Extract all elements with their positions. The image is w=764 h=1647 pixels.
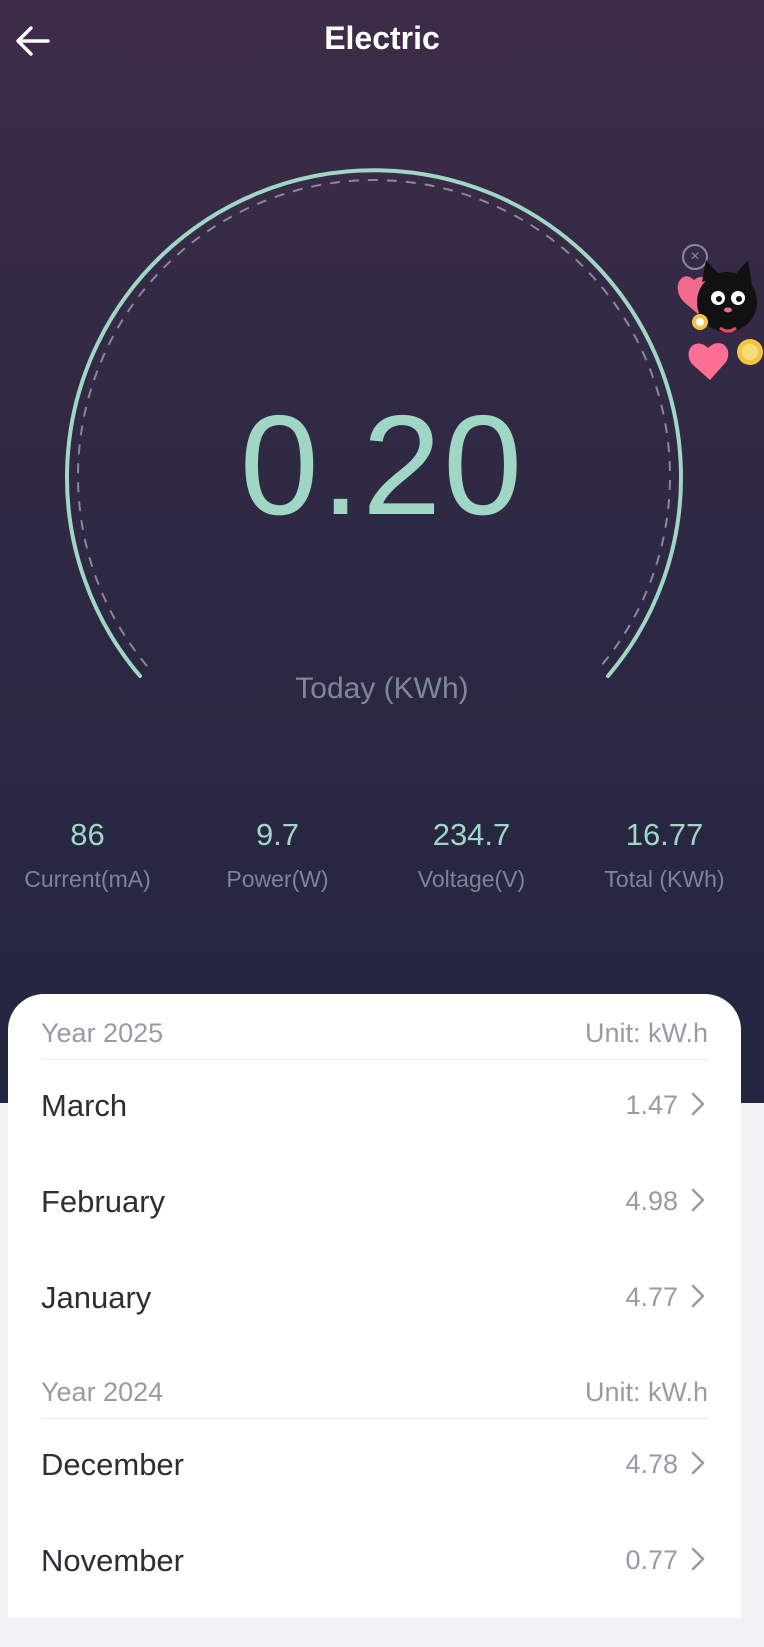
hero-panel (0, 0, 764, 1103)
month-name: November (41, 1543, 184, 1578)
month-row-january[interactable]: January 4.77 (41, 1252, 708, 1348)
stat-current: 86 Current(mA) (0, 817, 183, 893)
section-unit: Unit: kW.h (584, 1018, 708, 1048)
stats-row: 86 Current(mA) 9.7 Power(W) 234.7 Voltag… (0, 817, 764, 908)
page-title: Electric (324, 20, 440, 56)
month-value: 4.98 (625, 1186, 678, 1216)
stat-total-label: Total (KWh) (604, 866, 725, 893)
section-year: Year 2025 (41, 1018, 164, 1048)
month-row-november[interactable]: November 0.77 (41, 1515, 708, 1611)
stat-current-value: 86 (70, 817, 105, 852)
month-name: January (41, 1280, 152, 1315)
month-value: 1.47 (625, 1090, 678, 1120)
month-value: 4.78 (625, 1449, 678, 1479)
stat-voltage-value: 234.7 (432, 817, 511, 852)
stat-current-label: Current(mA) (24, 866, 151, 893)
cat-mascot-icon[interactable] (676, 240, 764, 400)
month-row-february[interactable]: February 4.98 (41, 1156, 708, 1252)
gauge-ring (65, 168, 683, 678)
close-circle-icon[interactable]: × (682, 244, 708, 270)
month-row-march[interactable]: March 1.47 (41, 1060, 708, 1156)
month-name: December (41, 1447, 184, 1482)
month-value: 0.77 (625, 1545, 678, 1575)
energy-gauge (0, 150, 764, 730)
chevron-right-icon (691, 1188, 705, 1212)
stat-total-value: 16.77 (625, 817, 704, 852)
section-header-2024: Year 2024 Unit: kW.h (41, 1353, 708, 1419)
arrow-left-icon (16, 26, 50, 56)
section-header-2025: Year 2025 Unit: kW.h (41, 994, 708, 1060)
section-year: Year 2024 (41, 1377, 164, 1407)
stat-voltage-label: Voltage(V) (417, 866, 526, 893)
stat-voltage: 234.7 Voltage(V) (376, 817, 567, 893)
chevron-right-icon (691, 1451, 705, 1475)
stat-power: 9.7 Power(W) (182, 817, 373, 893)
stat-power-value: 9.7 (255, 817, 300, 852)
chevron-right-icon (691, 1092, 705, 1116)
back-button[interactable] (8, 16, 58, 66)
today-energy-label: Today (KWh) (295, 672, 469, 705)
month-row-december[interactable]: December 4.78 (41, 1419, 708, 1515)
month-value: 4.77 (625, 1282, 678, 1312)
today-energy-value: 0.20 (239, 386, 525, 545)
month-name: March (41, 1088, 128, 1123)
chevron-right-icon (691, 1284, 705, 1308)
section-unit: Unit: kW.h (584, 1377, 708, 1407)
month-name: February (41, 1184, 166, 1219)
top-bar: Electric (0, 0, 764, 80)
stat-power-label: Power(W) (226, 866, 329, 893)
stat-total: 16.77 Total (KWh) (569, 817, 760, 893)
bottom-edge (0, 1618, 764, 1647)
chevron-right-icon (691, 1547, 705, 1571)
monthly-history-card: Year 2025 Unit: kW.h March 1.47 February… (8, 994, 741, 1647)
